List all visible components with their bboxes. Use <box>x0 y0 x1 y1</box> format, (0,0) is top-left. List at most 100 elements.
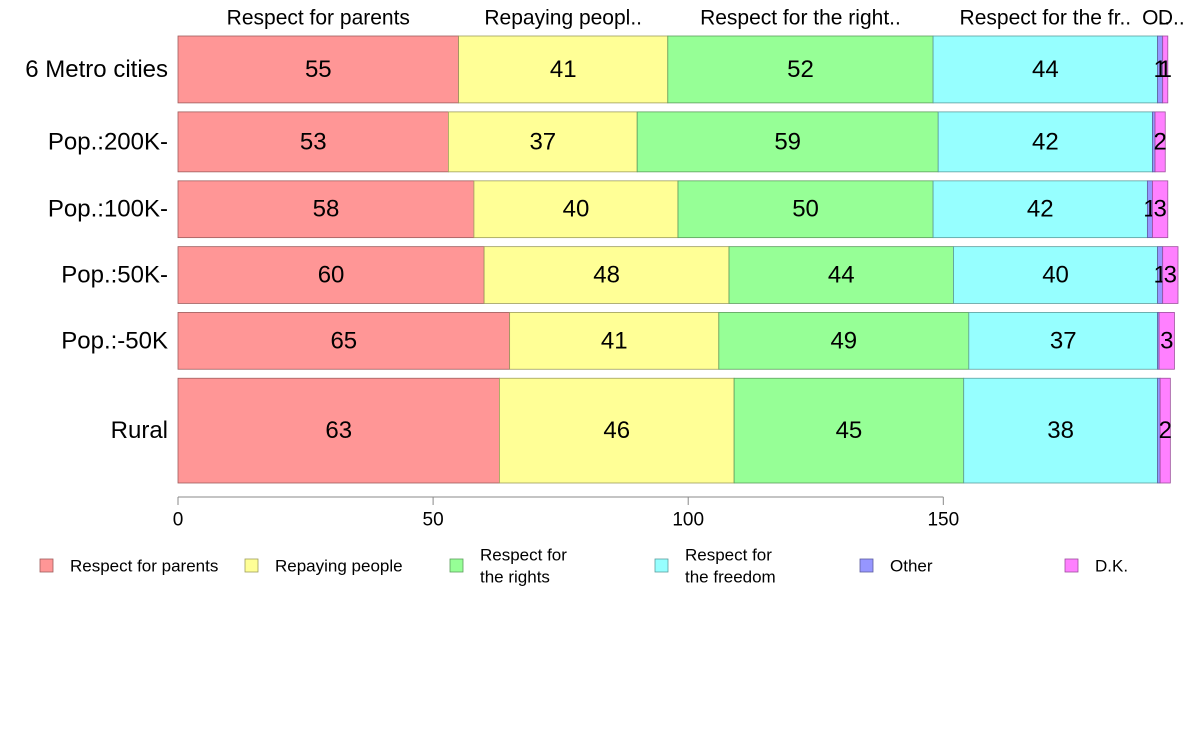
legend-label: the freedom <box>685 568 776 587</box>
data-label: 52 <box>787 56 814 83</box>
bar-segment <box>932 180 1148 239</box>
bar-segment <box>728 246 954 304</box>
data-label: 58 <box>313 196 340 223</box>
legend-swatch <box>654 558 669 573</box>
bar-segment <box>177 377 500 484</box>
data-label: 38 <box>1047 417 1074 444</box>
legend-label: Other <box>890 557 933 576</box>
column-header: Respect for the fr.. <box>960 7 1132 30</box>
bar-segment <box>1159 377 1171 484</box>
bar-row: 58 40 50 42 13 <box>177 180 1169 239</box>
category-label: Pop.:-50K <box>61 327 168 354</box>
data-label: 2 <box>1159 417 1172 444</box>
legend-label: Respect for <box>480 546 567 565</box>
data-label: 37 <box>1050 327 1077 354</box>
legend: Respect for parents Repaying people Respec… <box>39 546 1128 587</box>
bar-segment <box>636 111 939 173</box>
column-header: O.. <box>1142 7 1170 30</box>
legend-label: the rights <box>480 568 550 587</box>
column-header: Repaying peopl.. <box>484 7 642 30</box>
legend-item: Respect for parents <box>39 557 218 576</box>
data-label: 41 <box>550 56 577 83</box>
bar-segment <box>499 377 735 484</box>
data-label: 45 <box>836 417 863 444</box>
bar-segment <box>718 312 970 370</box>
category-label: 6 Metro cities <box>25 56 168 83</box>
legend-item: Repaying people <box>244 557 403 576</box>
data-label: 46 <box>603 417 630 444</box>
legend-item: Respect for the rights <box>449 546 567 587</box>
legend-label: D.K. <box>1095 557 1128 576</box>
data-label: 60 <box>318 262 345 289</box>
legend-swatch <box>39 558 54 573</box>
column-header: D.. <box>1158 7 1185 30</box>
bar-segment <box>953 246 1158 304</box>
legend-item: Respect for the freedom <box>654 546 776 587</box>
category-label: Pop.:200K- <box>48 128 168 155</box>
data-label: 1 <box>1159 56 1172 83</box>
legend-item: D.K. <box>1064 557 1128 576</box>
legend-swatch <box>449 558 464 573</box>
column-header: Respect for parents <box>227 7 410 30</box>
data-label: 63 <box>325 417 352 444</box>
data-label: 55 <box>305 56 332 83</box>
column-headers: Respect for parents Repaying peopl.. Respe… <box>227 7 1185 30</box>
bar-segment <box>458 35 669 104</box>
bar-segment <box>177 312 511 370</box>
bar-segment <box>677 180 934 239</box>
bar-segment <box>448 111 638 173</box>
x-tick-label: 100 <box>672 510 704 531</box>
bar-segment <box>963 377 1158 484</box>
data-label: 3 <box>1160 327 1173 354</box>
bar-segment <box>177 246 485 304</box>
x-tick-label: 50 <box>423 510 444 531</box>
legend-item: Other <box>859 557 933 576</box>
bar-row: 63 46 45 38 2 <box>177 377 1172 484</box>
x-tick-label: 150 <box>927 510 959 531</box>
column-header: Respect for the right.. <box>700 7 901 30</box>
data-label: 40 <box>1042 262 1069 289</box>
data-label: 40 <box>563 196 590 223</box>
legend-swatch <box>1064 558 1079 573</box>
data-label: 42 <box>1032 128 1059 155</box>
x-axis: 0 50 100 150 <box>173 496 959 531</box>
bar-row: 65 41 49 37 3 <box>177 312 1175 370</box>
data-label: 50 <box>792 196 819 223</box>
bar-segment <box>1158 312 1175 370</box>
category-label: Pop.:50K- <box>61 262 168 289</box>
category-labels: 6 Metro cities Pop.:200K- Pop.:100K- Pop.:5… <box>25 56 168 444</box>
data-label: 37 <box>529 128 556 155</box>
legend-label: Repaying people <box>275 557 403 576</box>
x-tick-label: 0 <box>173 510 184 531</box>
category-label: Pop.:100K- <box>48 196 168 223</box>
data-label: 42 <box>1027 196 1054 223</box>
data-label: 3 <box>1164 262 1177 289</box>
data-label: 3 <box>1153 196 1166 223</box>
bar-row: 55 41 52 44 11 <box>177 35 1172 104</box>
bar-segment <box>509 312 720 370</box>
data-label: 44 <box>828 262 855 289</box>
bar-segment <box>932 35 1158 104</box>
legend-swatch <box>859 558 874 573</box>
data-label: 48 <box>593 262 620 289</box>
bar-segment <box>968 312 1158 370</box>
bar-segment <box>1162 35 1169 104</box>
legend-label: Respect for parents <box>70 557 218 576</box>
data-label: 44 <box>1032 56 1059 83</box>
bar-segment <box>177 180 475 239</box>
bar-segment <box>733 377 965 484</box>
data-label: 65 <box>330 327 357 354</box>
bar-segment <box>1152 180 1169 239</box>
bar-row: 53 37 59 42 2 <box>177 111 1167 173</box>
bar-segment <box>1154 111 1166 173</box>
data-label: 2 <box>1153 128 1166 155</box>
data-label: 41 <box>601 327 628 354</box>
legend-label: Respect for <box>685 546 772 565</box>
bar-segment <box>937 111 1153 173</box>
data-label: 59 <box>774 128 801 155</box>
bar-segment <box>473 180 679 239</box>
bar-row: 60 48 44 40 13 <box>177 246 1179 304</box>
legend-swatch <box>244 558 259 573</box>
